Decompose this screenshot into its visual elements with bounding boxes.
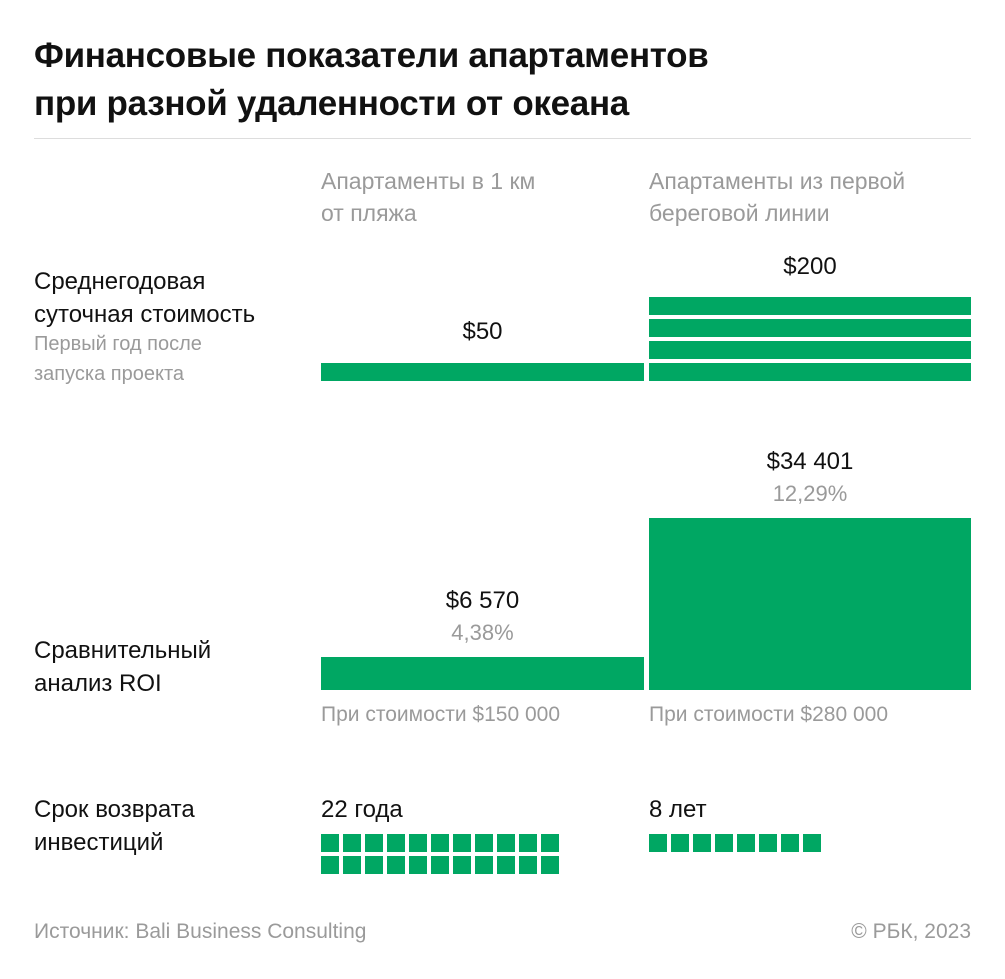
year-square <box>343 856 361 874</box>
row-label-roi-line-1: Сравнительный <box>34 637 212 664</box>
year-square <box>387 834 405 852</box>
data-label-roi-1km: $6 570 <box>445 587 520 614</box>
year-square <box>519 834 537 852</box>
year-square <box>343 834 361 852</box>
column-header-beachfront-line-2: береговой линии <box>649 200 830 226</box>
year-square <box>497 834 515 852</box>
year-square <box>671 834 689 852</box>
column-header-beachfront-line-1: Апартаменты из первой <box>649 168 906 194</box>
row-note-daily-price: Первый год после запуска проекта <box>34 329 314 389</box>
chart-title: Финансовые показатели апартаментов при р… <box>34 32 974 128</box>
year-square <box>431 834 449 852</box>
chart-title-line-2: при разной удаленности от океана <box>34 84 629 123</box>
row-label-daily-price-line-2: суточная стоимость <box>34 301 256 328</box>
caption-roi-beachfront: При стоимости $280 000 <box>649 703 889 726</box>
year-square <box>541 834 559 852</box>
data-label-payback-1km: 22 года <box>321 796 403 823</box>
year-square <box>321 856 339 874</box>
year-square <box>781 834 799 852</box>
bar-roi-1km <box>321 657 644 690</box>
row-label-payback: Срок возврата инвестиций <box>34 793 314 859</box>
row-label-daily-price-line-1: Среднегодовая <box>34 268 206 295</box>
row-note-daily-price-line-2: запуска проекта <box>34 363 184 385</box>
column-header-beachfront: Апартаменты из первой береговой линии <box>649 165 979 229</box>
bar-segment <box>649 297 971 315</box>
year-square <box>715 834 733 852</box>
source-note: Источник: Bali Business Consulting <box>34 920 367 943</box>
percent-label-roi-beachfront: 12,29% <box>772 481 848 506</box>
column-header-1km-line-2: от пляжа <box>321 200 417 226</box>
percent-label-roi-1km: 4,38% <box>451 620 514 645</box>
bar-daily-price-1km <box>321 363 644 381</box>
year-square <box>431 856 449 874</box>
year-square <box>519 856 537 874</box>
data-label-payback-beachfront: 8 лет <box>649 796 707 823</box>
row-label-roi-line-2: анализ ROI <box>34 670 162 697</box>
year-square <box>541 856 559 874</box>
row-label-roi: Сравнительный анализ ROI <box>34 634 314 700</box>
title-divider <box>34 138 971 139</box>
year-square <box>475 856 493 874</box>
year-square <box>365 856 383 874</box>
year-square <box>497 856 515 874</box>
data-label-daily-price-beachfront: $200 <box>783 253 837 280</box>
squares-payback-1km <box>321 834 581 878</box>
year-square <box>475 834 493 852</box>
bar-roi-beachfront <box>649 518 971 690</box>
year-square <box>365 834 383 852</box>
row-label-payback-line-1: Срок возврата <box>34 796 195 823</box>
row-label-daily-price: Среднегодовая суточная стоимость <box>34 265 314 331</box>
year-square <box>759 834 777 852</box>
year-square <box>409 856 427 874</box>
caption-roi-1km: При стоимости $150 000 <box>321 703 561 726</box>
bar-segment <box>649 363 971 381</box>
year-square <box>803 834 821 852</box>
year-square <box>737 834 755 852</box>
year-square <box>321 834 339 852</box>
squares-payback-beachfront <box>649 834 849 878</box>
year-square <box>693 834 711 852</box>
bar-daily-price-beachfront <box>649 297 971 381</box>
column-header-1km-line-1: Апартаменты в 1 км <box>321 168 536 194</box>
year-square <box>649 834 667 852</box>
year-square <box>453 856 471 874</box>
row-label-payback-line-2: инвестиций <box>34 829 164 856</box>
data-label-roi-beachfront: $34 401 <box>766 448 854 475</box>
copyright: © РБК, 2023 <box>851 920 971 943</box>
bar-segment <box>321 363 644 381</box>
year-square <box>453 834 471 852</box>
bar-segment <box>649 319 971 337</box>
row-note-daily-price-line-1: Первый год после <box>34 333 202 355</box>
year-square <box>409 834 427 852</box>
data-label-daily-price-1km: $50 <box>462 318 503 345</box>
chart-title-line-1: Финансовые показатели апартаментов <box>34 36 709 75</box>
bar-segment <box>649 341 971 359</box>
column-header-1km: Апартаменты в 1 км от пляжа <box>321 165 651 229</box>
year-square <box>387 856 405 874</box>
